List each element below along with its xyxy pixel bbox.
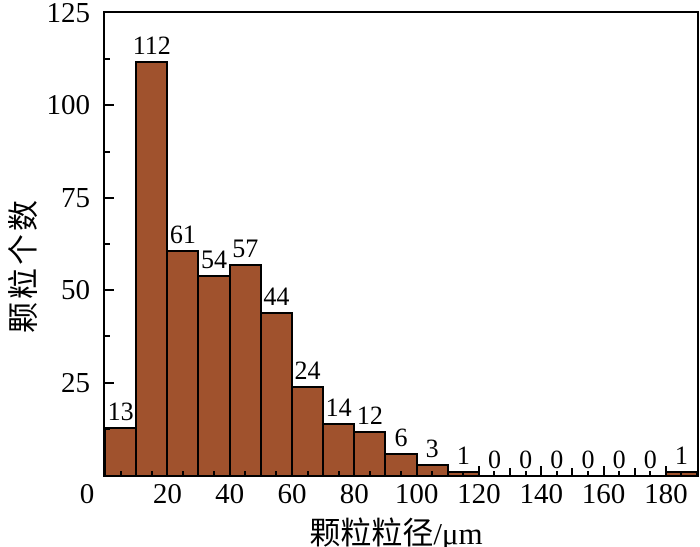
- y-minor-tick: [105, 427, 110, 430]
- x-minor-tick: [680, 471, 683, 475]
- x-tick-label: 160: [581, 478, 626, 510]
- y-major-tick: [105, 289, 114, 292]
- y-axis-title: 颗粒个数: [6, 197, 42, 333]
- x-major-tick: [166, 466, 169, 475]
- bar-value-label: 0: [487, 445, 501, 474]
- histogram-bar: [166, 249, 200, 475]
- bar-value-label: 112: [132, 31, 171, 61]
- x-major-tick: [477, 466, 480, 475]
- x-minor-tick: [368, 471, 371, 475]
- y-minor-tick: [105, 150, 110, 153]
- x-minor-tick: [649, 471, 652, 475]
- y-tick-label: 25: [61, 366, 90, 399]
- y-tick-label: 125: [46, 0, 91, 29]
- bar-value-label: 54: [201, 245, 228, 275]
- y-tick-label: 100: [46, 89, 91, 122]
- x-medium-tick: [322, 468, 325, 475]
- y-major-tick: [105, 196, 114, 199]
- bar-value-label: 0: [550, 445, 564, 474]
- histogram-bar: [322, 423, 356, 475]
- bar-value-label: 0: [643, 445, 657, 474]
- y-minor-tick: [105, 335, 110, 338]
- x-tick-label: 60: [277, 478, 307, 510]
- x-tick-label: 80: [339, 478, 369, 510]
- x-medium-tick: [509, 468, 512, 475]
- x-medium-tick: [571, 468, 574, 475]
- x-major-tick: [290, 466, 293, 475]
- x-minor-tick: [150, 471, 153, 475]
- x-minor-tick: [586, 471, 589, 475]
- x-medium-tick: [259, 468, 262, 475]
- bar-value-label: 57: [232, 234, 259, 264]
- x-major-tick: [602, 466, 605, 475]
- bar-value-label: 61: [169, 219, 196, 249]
- x-medium-tick: [135, 468, 138, 475]
- bar-value-label: 44: [263, 282, 290, 312]
- y-major-tick: [105, 381, 114, 384]
- plot-area: 13 112 61 54 57 44 24 14 12 6 3 1 0 0 0 0 0 0 1: [103, 11, 699, 477]
- histogram-bar: [135, 61, 169, 475]
- x-minor-tick: [400, 471, 402, 475]
- bar-value-label: 6: [394, 422, 408, 452]
- x-minor-tick: [244, 471, 247, 475]
- x-medium-tick: [446, 468, 449, 475]
- histogram-bar: [353, 430, 387, 475]
- histogram-bar: [197, 275, 231, 475]
- x-minor-tick: [213, 471, 216, 475]
- x-minor-tick: [462, 471, 465, 475]
- histogram-bar: [290, 386, 325, 475]
- y-major-tick: [105, 104, 114, 107]
- bar-value-label: 13: [107, 396, 134, 426]
- x-minor-tick: [431, 471, 434, 475]
- x-minor-tick: [618, 471, 621, 475]
- bar-value-label: 24: [294, 356, 321, 386]
- bar-value-label: 3: [425, 433, 439, 463]
- bar-value-label: 0: [581, 445, 595, 474]
- x-minor-tick: [306, 471, 309, 475]
- bar-value-label: 0: [612, 445, 626, 474]
- x-tick-label: 40: [215, 478, 245, 510]
- histogram-bar: [104, 426, 138, 475]
- y-minor-tick: [105, 243, 110, 245]
- x-minor-tick: [119, 471, 122, 475]
- y-tick-label: 75: [61, 181, 90, 214]
- x-medium-tick: [633, 468, 636, 475]
- x-minor-tick: [555, 471, 558, 475]
- x-minor-tick: [524, 471, 527, 475]
- x-tick-label: 180: [644, 478, 688, 510]
- x-major-tick: [540, 466, 543, 475]
- histogram-bar: [384, 452, 418, 475]
- bar-value-label: 14: [325, 393, 352, 423]
- x-minor-tick: [181, 471, 184, 475]
- x-tick-label: 20: [152, 478, 182, 510]
- x-tick-label: 0: [79, 478, 95, 510]
- y-minor-tick: [105, 58, 110, 61]
- x-tick-label: 140: [519, 478, 563, 510]
- histogram-bar: [259, 312, 293, 475]
- bar-value-label: 1: [674, 441, 688, 471]
- x-medium-tick: [384, 468, 387, 475]
- x-major-tick: [228, 466, 231, 475]
- bar-value-label: 0: [519, 445, 533, 474]
- x-major-tick: [415, 466, 418, 475]
- histogram-bar: [228, 264, 262, 475]
- x-major-tick: [353, 466, 356, 475]
- x-tick-label: 100: [394, 478, 439, 510]
- x-minor-tick: [493, 471, 496, 475]
- x-minor-tick: [337, 471, 340, 475]
- bar-value-label: 12: [356, 400, 383, 430]
- x-tick-label: 120: [457, 478, 501, 510]
- x-major-tick: [664, 466, 667, 475]
- x-minor-tick: [275, 471, 278, 475]
- x-axis-title: 颗粒粒径/μm: [309, 516, 483, 547]
- x-medium-tick: [197, 468, 200, 475]
- y-tick-label: 50: [61, 274, 90, 307]
- bar-value-label: 1: [456, 441, 470, 471]
